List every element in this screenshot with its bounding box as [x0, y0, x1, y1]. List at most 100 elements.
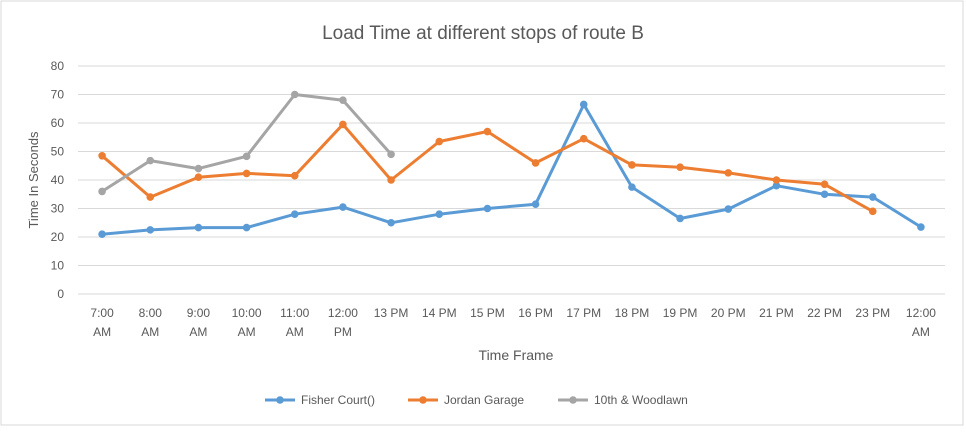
- data-point: [194, 173, 203, 181]
- data-point: [628, 183, 636, 191]
- x-tick-text: 16 PM: [518, 306, 553, 320]
- y-tick-label: 20: [51, 230, 65, 244]
- data-point: [194, 164, 203, 173]
- x-tick-label: 13 PM: [374, 306, 409, 320]
- data-point: [868, 207, 877, 216]
- x-tick-label: 17 PM: [566, 306, 601, 320]
- x-axis-ticks: 7:00AM8:00AM9:00AM10:00AM11:00AM12:00PM1…: [90, 306, 936, 339]
- data-point: [579, 100, 588, 109]
- series-0: [98, 100, 925, 238]
- chart-title: Load Time at different stops of route B: [322, 23, 644, 44]
- data-point: [772, 176, 781, 184]
- legend-label: Jordan Garage: [444, 393, 524, 407]
- data-point: [339, 203, 347, 211]
- legend-item: Jordan Garage: [408, 393, 524, 407]
- x-tick-label: 16 PM: [518, 306, 553, 320]
- x-tick-label: 14 PM: [422, 306, 457, 320]
- x-tick-text: 7:00: [90, 306, 114, 320]
- y-axis-ticks: 0 10 20 30 40 50 60 70 80: [51, 59, 65, 301]
- legend-swatch-marker: [276, 396, 284, 404]
- data-point: [676, 214, 684, 223]
- data-point: [290, 90, 299, 99]
- legend-item: Fisher Court(): [265, 393, 375, 407]
- x-tick-text: 22 PM: [807, 306, 842, 320]
- data-point: [146, 226, 155, 234]
- x-tick-text: 18 PM: [615, 306, 650, 320]
- series-2: [98, 90, 395, 196]
- series-lines: [98, 90, 925, 238]
- data-point: [242, 152, 251, 161]
- data-point: [146, 193, 155, 201]
- x-tick-label: 22 PM: [807, 306, 842, 320]
- x-tick-text: 11:00: [280, 306, 309, 320]
- x-axis-label: Time Frame: [479, 347, 554, 363]
- data-point: [387, 150, 395, 159]
- legend: Fisher Court() Jordan Garage 10th & Woodla…: [265, 393, 688, 407]
- data-point: [435, 210, 444, 218]
- x-tick-text: AM: [286, 325, 304, 339]
- data-point: [628, 161, 636, 169]
- x-tick-label: 20 PM: [711, 306, 746, 320]
- x-tick-text: 14 PM: [422, 306, 457, 320]
- legend-item: 10th & Woodlawn: [558, 393, 688, 407]
- x-tick-label: 12:00 AM: [906, 306, 936, 339]
- x-tick-text: 15 PM: [470, 306, 505, 320]
- data-point: [98, 230, 106, 238]
- data-point: [724, 169, 733, 177]
- data-point: [483, 204, 492, 213]
- data-point: [435, 137, 444, 146]
- y-tick-label: 80: [51, 59, 65, 73]
- data-point: [820, 190, 829, 199]
- legend-label: Fisher Court(): [301, 393, 375, 407]
- x-tick-label: 19 PM: [663, 306, 698, 320]
- data-point: [339, 96, 347, 104]
- x-tick-label: 11:00 AM: [280, 306, 309, 339]
- y-tick-label: 10: [51, 259, 65, 273]
- data-point: [98, 187, 106, 196]
- x-tick-text: AM: [93, 325, 111, 339]
- data-point: [579, 134, 588, 143]
- x-tick-text: AM: [141, 325, 159, 339]
- x-tick-label: 12:00 PM: [328, 306, 358, 339]
- data-point: [820, 180, 829, 189]
- x-tick-text: 19 PM: [663, 306, 698, 320]
- x-tick-text: AM: [189, 325, 207, 339]
- x-tick-label: 8:00 AM: [139, 306, 163, 339]
- data-point: [242, 169, 251, 178]
- x-tick-label: 9:00 AM: [187, 306, 211, 339]
- x-tick-label: 7:00 AM: [90, 306, 114, 339]
- legend-label: 10th & Woodlawn: [594, 393, 688, 407]
- y-tick-label: 70: [51, 88, 65, 102]
- chart-border: [0, 0, 964, 426]
- x-tick-text: 23 PM: [855, 306, 890, 320]
- data-point: [483, 127, 492, 136]
- x-tick-text: 17 PM: [566, 306, 601, 320]
- x-tick-text: 21 PM: [759, 306, 794, 320]
- x-tick-label: 10:00 AM: [232, 306, 262, 339]
- data-point: [724, 205, 733, 213]
- y-tick-label: 60: [51, 116, 65, 130]
- x-tick-label: 21 PM: [759, 306, 794, 320]
- x-tick-text: 8:00: [139, 306, 163, 320]
- series-1: [98, 120, 877, 216]
- x-tick-label: 18 PM: [615, 306, 650, 320]
- data-point: [676, 163, 684, 171]
- legend-swatch-marker: [569, 396, 577, 404]
- data-point: [146, 156, 155, 165]
- series-line: [100, 103, 923, 236]
- x-tick-text: 12:00: [328, 306, 358, 320]
- x-tick-text: 20 PM: [711, 306, 746, 320]
- data-point: [868, 193, 877, 201]
- legend-swatch-marker: [419, 396, 427, 404]
- y-tick-label: 30: [51, 202, 65, 216]
- data-point: [917, 223, 925, 231]
- y-tick-label: 0: [57, 287, 64, 301]
- x-tick-text: AM: [238, 325, 256, 339]
- y-tick-label: 40: [51, 173, 65, 187]
- data-point: [339, 120, 347, 129]
- data-point: [387, 218, 395, 227]
- data-point: [290, 171, 299, 180]
- x-tick-text: 9:00: [187, 306, 211, 320]
